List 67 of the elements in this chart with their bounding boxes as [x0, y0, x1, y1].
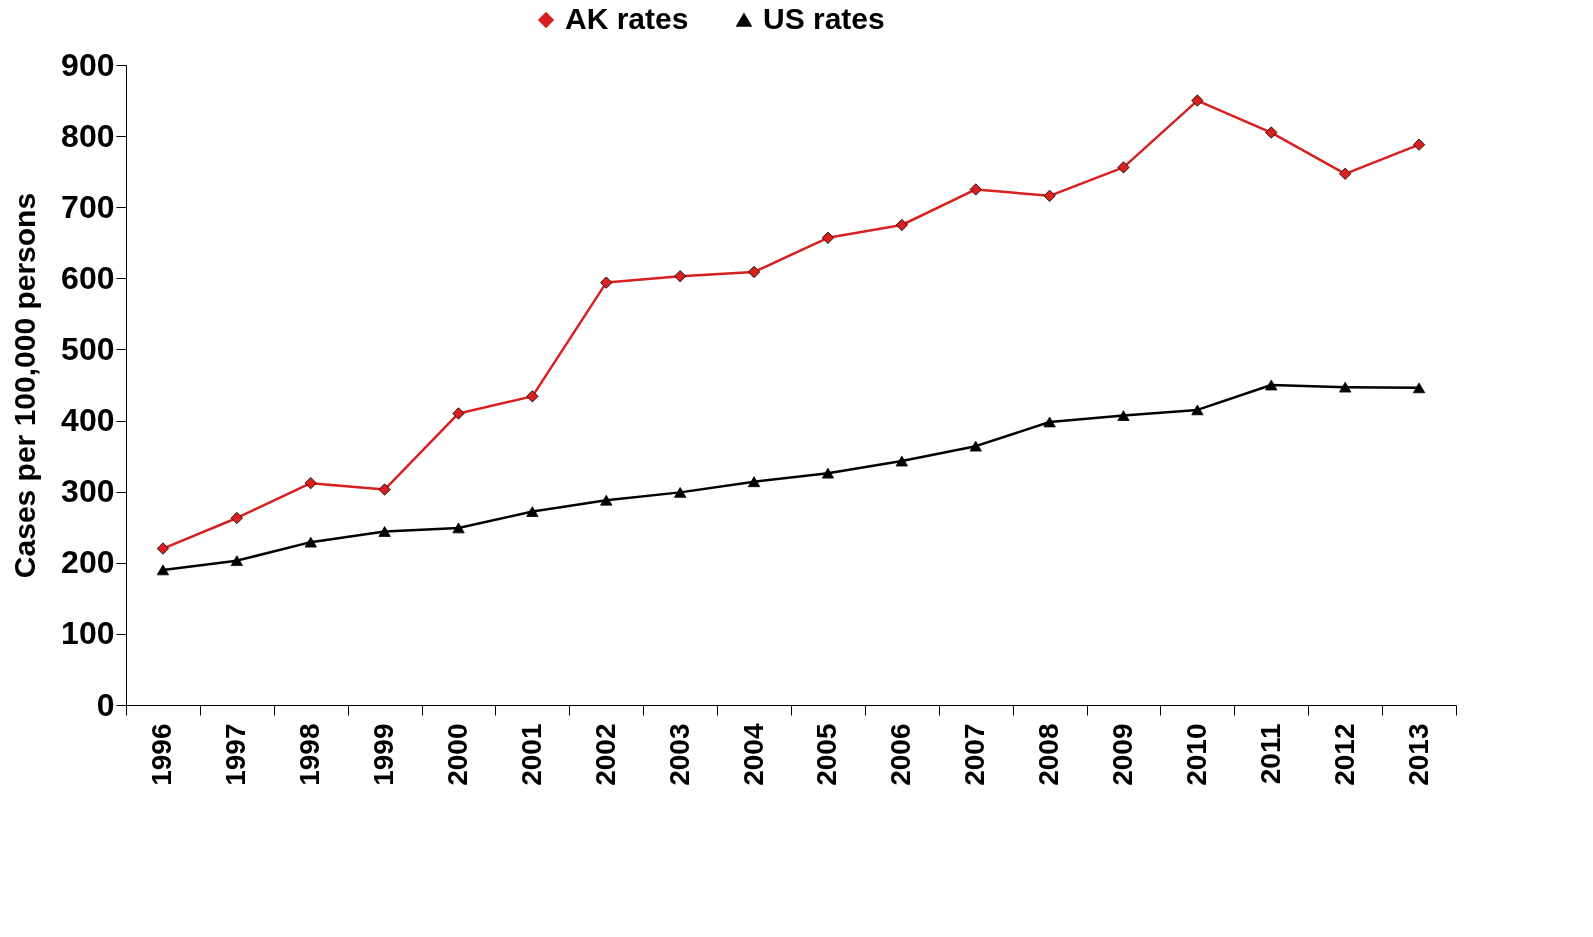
point	[1117, 161, 1130, 174]
x-tick-label: 1997	[220, 723, 252, 786]
x-tick-label: 2006	[885, 723, 917, 786]
point	[969, 440, 982, 452]
point	[156, 564, 170, 576]
point	[1191, 94, 1204, 107]
x-tick-label: 2004	[737, 723, 769, 786]
point	[452, 522, 465, 534]
point	[969, 183, 982, 196]
x-tick-label: 2007	[959, 723, 991, 786]
point	[1043, 189, 1056, 202]
point	[747, 476, 761, 488]
x-tick-label: 2009	[1107, 723, 1138, 786]
y-axis-title: Cases per 100,000 persons	[8, 192, 42, 579]
x-tick-label: 1999	[368, 723, 400, 786]
legend-label: AK rates	[565, 2, 689, 35]
point	[895, 455, 908, 467]
point	[1265, 126, 1278, 139]
x-tick-label: 1998	[294, 723, 326, 786]
point	[821, 467, 835, 479]
point	[1412, 138, 1426, 151]
x-tick-label: 2013	[1402, 723, 1434, 786]
point	[1043, 416, 1056, 428]
y-tick-label: 200	[61, 544, 115, 581]
point	[600, 494, 613, 506]
point	[156, 542, 170, 555]
point	[452, 407, 465, 420]
y-tick-label: 400	[61, 402, 115, 439]
x-tick-label: 2003	[663, 723, 695, 786]
y-tick-label: 700	[61, 188, 115, 225]
x-tick-label: 2005	[811, 723, 843, 786]
point	[378, 526, 391, 537]
y-tick-label: 0	[96, 686, 115, 723]
point	[895, 218, 908, 232]
point	[1339, 381, 1352, 393]
point	[526, 506, 539, 517]
y-tick-label: 800	[61, 117, 115, 154]
point	[821, 231, 835, 244]
x-tick-label: 2001	[515, 723, 547, 786]
point	[1339, 167, 1352, 180]
point	[304, 536, 317, 548]
x-tick-label: 2010	[1180, 723, 1212, 786]
point	[378, 483, 391, 496]
x-tick-label: 2011	[1254, 723, 1286, 785]
point	[230, 511, 243, 525]
y-tick-label: 500	[61, 330, 115, 367]
point	[747, 265, 761, 279]
x-tick-label: 2008	[1033, 723, 1065, 786]
point	[1412, 382, 1426, 394]
legend-label: US rates	[763, 2, 885, 35]
y-tick-label: 300	[61, 473, 115, 510]
point	[526, 390, 539, 403]
point	[674, 487, 687, 498]
point	[230, 555, 243, 566]
point	[1265, 379, 1278, 391]
y-tick-label: 600	[61, 259, 115, 296]
point	[1191, 404, 1204, 416]
y-tick-label: 100	[61, 615, 115, 652]
x-tick-label: 2002	[589, 723, 621, 786]
y-tick-label: 900	[61, 46, 115, 83]
point	[304, 477, 317, 490]
point	[600, 276, 613, 289]
point	[674, 270, 687, 283]
x-tick-label: 2000	[442, 723, 473, 786]
x-tick-label: 1996	[146, 723, 178, 786]
point	[1117, 410, 1130, 421]
x-tick-label: 2012	[1328, 723, 1360, 786]
